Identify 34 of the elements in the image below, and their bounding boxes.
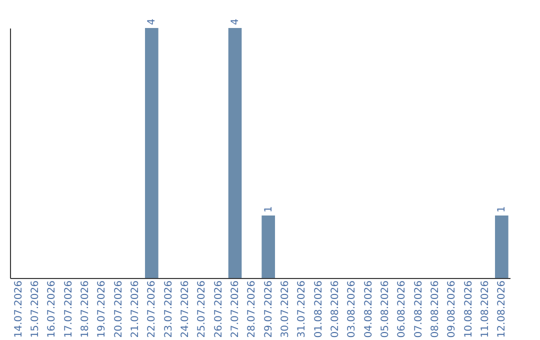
x-tick-label: 10.08.2026 <box>463 280 474 338</box>
x-tick-label: 31.07.2026 <box>296 280 308 338</box>
x-tick-label: 21.07.2026 <box>130 280 141 338</box>
x-tick-label: 23.07.2026 <box>163 280 174 338</box>
x-tick-label: 12.08.2026 <box>496 280 508 338</box>
x-tick-label: 29.07.2026 <box>263 280 274 338</box>
x-tick-label: 20.07.2026 <box>113 280 124 338</box>
x-tick-label: 26.07.2026 <box>213 280 224 338</box>
x-tick-label: 03.08.2026 <box>346 280 358 338</box>
x-tick-label: 14.07.2026 <box>13 280 24 338</box>
data-label: 1 <box>496 206 508 212</box>
x-tick-label: 18.07.2026 <box>80 280 91 338</box>
x-tick-label: 09.08.2026 <box>446 280 458 338</box>
x-tick-label: 25.07.2026 <box>196 280 208 338</box>
x-tick-label: 22.07.2026 <box>146 280 158 338</box>
x-tick-label: 04.08.2026 <box>363 280 374 338</box>
x-tick-label: 19.07.2026 <box>96 280 108 338</box>
data-label: 1 <box>263 206 274 212</box>
x-tick-label: 02.08.2026 <box>330 280 341 338</box>
x-tick-label: 27.07.2026 <box>230 280 241 338</box>
x-tick-label: 05.08.2026 <box>380 280 391 338</box>
x-tick-label: 08.08.2026 <box>430 280 441 338</box>
x-tick-label: 17.07.2026 <box>63 280 74 338</box>
x-tick-label: 06.08.2026 <box>396 280 408 338</box>
x-tick-label: 28.07.2026 <box>246 280 258 338</box>
x-tick-label: 15.07.2026 <box>30 280 41 338</box>
x-tick-label: 01.08.2026 <box>313 280 324 338</box>
x-tick-label: 16.07.2026 <box>46 280 58 338</box>
x-tick-label: 07.08.2026 <box>413 280 424 338</box>
x-tick-label: 11.08.2026 <box>480 280 491 338</box>
data-label: 4 <box>146 18 158 25</box>
x-tick-label: 24.07.2026 <box>180 280 191 338</box>
x-tick-label: 30.07.2026 <box>280 280 291 338</box>
data-label: 4 <box>230 18 241 25</box>
